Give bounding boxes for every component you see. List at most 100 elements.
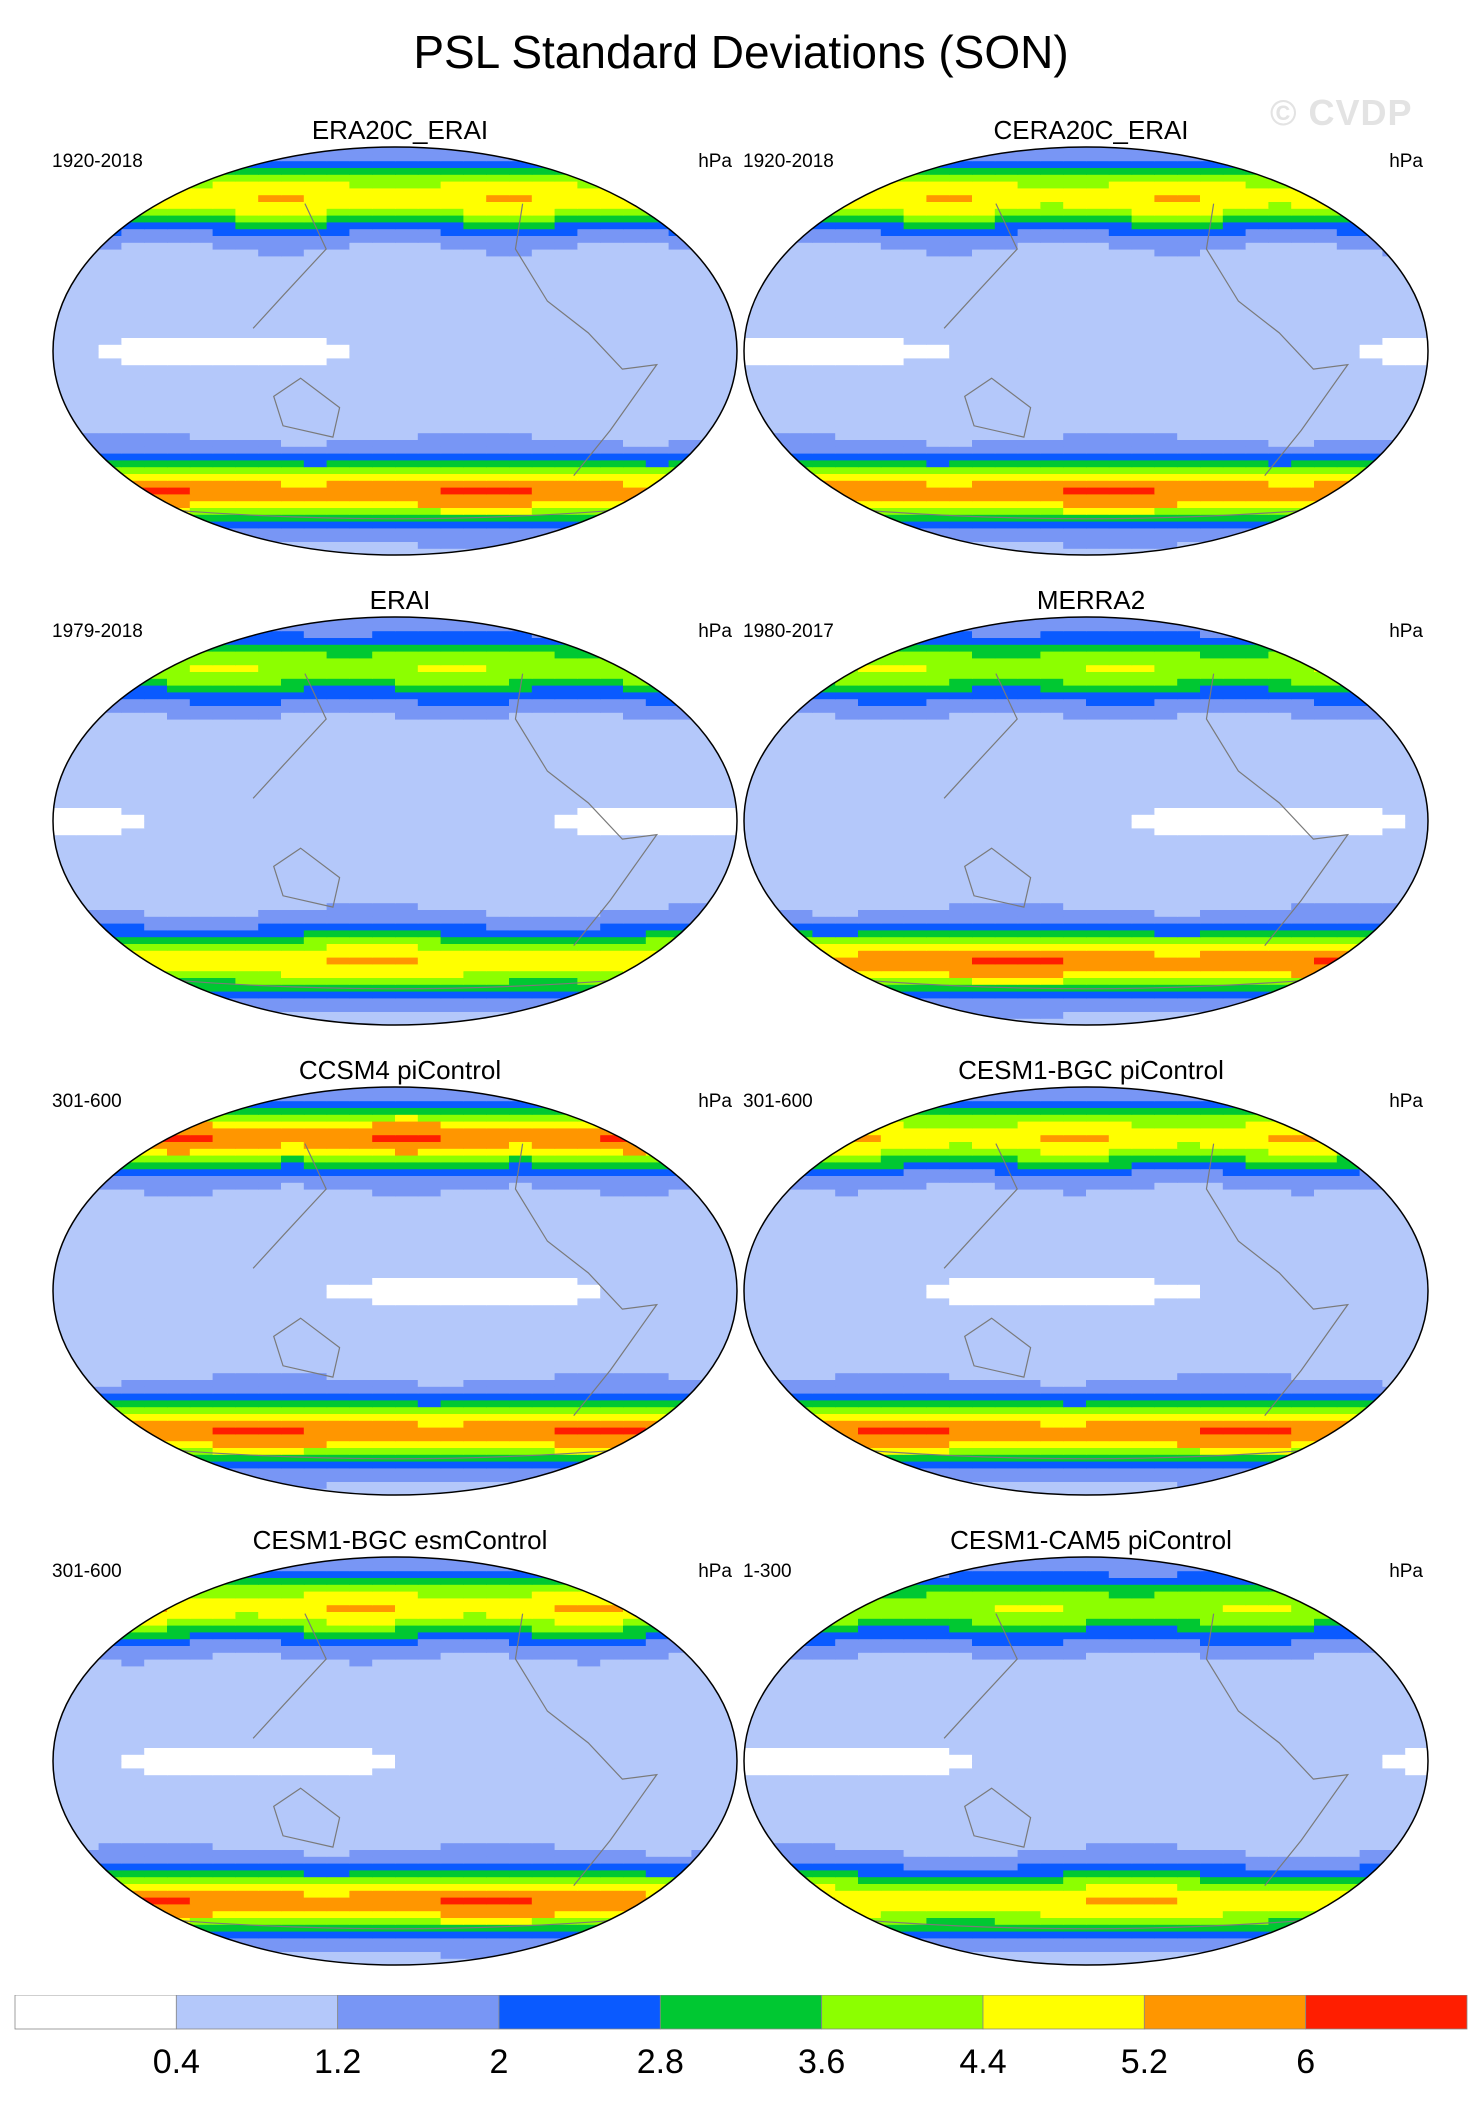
field-cell bbox=[53, 507, 77, 515]
field-cell bbox=[1359, 493, 1383, 502]
field-cell bbox=[926, 310, 950, 318]
field-cell bbox=[372, 541, 396, 549]
field-cell bbox=[1154, 242, 1178, 250]
field-cell bbox=[121, 323, 145, 332]
field-cell bbox=[486, 344, 510, 352]
field-cell bbox=[1245, 378, 1269, 386]
field-cell bbox=[486, 153, 510, 162]
field-cell bbox=[1040, 357, 1064, 366]
field-cell bbox=[372, 514, 396, 522]
field-cell bbox=[486, 766, 510, 774]
field-cell bbox=[1131, 521, 1155, 529]
field-cell bbox=[600, 1004, 624, 1012]
field-cell bbox=[395, 848, 419, 856]
field-cell bbox=[440, 459, 464, 468]
field-cell bbox=[372, 147, 396, 155]
field-cell bbox=[463, 466, 487, 474]
field-cell bbox=[531, 466, 556, 474]
field-cell bbox=[600, 834, 624, 842]
field-cell bbox=[1086, 371, 1110, 379]
field-cell bbox=[714, 534, 737, 542]
field-cell bbox=[167, 943, 191, 951]
field-cell bbox=[440, 787, 464, 795]
field-cell bbox=[531, 378, 556, 386]
field-cell bbox=[1405, 385, 1428, 393]
field-cell bbox=[972, 303, 996, 311]
field-cell bbox=[144, 378, 168, 386]
field-cell bbox=[189, 446, 214, 454]
field-cell bbox=[766, 466, 791, 474]
field-cell bbox=[372, 344, 396, 352]
field-cell bbox=[926, 194, 950, 202]
field-cell bbox=[714, 215, 737, 223]
field-cell bbox=[926, 473, 950, 481]
field-cell bbox=[144, 827, 168, 836]
field-cell bbox=[1086, 439, 1110, 447]
field-cell bbox=[1245, 351, 1269, 359]
field-cell bbox=[531, 303, 556, 311]
field-cell bbox=[509, 821, 533, 829]
field-cell bbox=[668, 759, 692, 768]
field-cell bbox=[714, 1018, 737, 1025]
field-cell bbox=[691, 997, 715, 1006]
field-cell bbox=[554, 255, 578, 264]
field-cell bbox=[668, 909, 692, 917]
field-cell bbox=[258, 255, 282, 264]
field-cell bbox=[167, 262, 191, 270]
field-cell bbox=[577, 153, 601, 162]
field-cell bbox=[1382, 174, 1406, 182]
field-cell bbox=[623, 766, 647, 774]
field-cell bbox=[98, 249, 122, 257]
field-cell bbox=[417, 889, 442, 897]
field-cell bbox=[1291, 364, 1315, 372]
field-cell bbox=[326, 283, 350, 291]
field-cell bbox=[167, 296, 191, 304]
field-cell bbox=[53, 493, 77, 502]
field-cell bbox=[1177, 208, 1201, 216]
field-cell bbox=[554, 323, 578, 332]
field-cell bbox=[167, 466, 191, 474]
field-cell bbox=[994, 351, 1019, 359]
field-cell bbox=[1405, 262, 1428, 270]
field-cell bbox=[417, 984, 442, 992]
field-cell bbox=[1268, 405, 1292, 413]
field-cell bbox=[668, 201, 692, 209]
field-cell bbox=[1268, 391, 1292, 400]
field-cell bbox=[235, 344, 259, 352]
field-cell bbox=[645, 330, 670, 338]
field-cell bbox=[1268, 221, 1292, 230]
field-cell bbox=[167, 984, 191, 992]
field-cell bbox=[668, 916, 692, 924]
field-cell bbox=[600, 821, 624, 829]
field-cell bbox=[167, 500, 191, 508]
field-cell bbox=[349, 970, 373, 978]
field-cell bbox=[1108, 221, 1133, 230]
field-cell bbox=[349, 215, 373, 223]
field-cell bbox=[623, 398, 647, 406]
field-cell bbox=[691, 378, 715, 386]
field-cell bbox=[744, 541, 768, 549]
field-cell bbox=[835, 255, 859, 264]
field-cell bbox=[144, 875, 168, 883]
field-cell bbox=[1131, 330, 1155, 338]
field-cell bbox=[1040, 255, 1064, 264]
field-cell bbox=[349, 746, 373, 754]
field-cell bbox=[281, 548, 305, 555]
field-cell bbox=[1177, 371, 1201, 379]
field-cell bbox=[349, 255, 373, 264]
field-cell bbox=[1200, 337, 1224, 345]
field-cell bbox=[1359, 147, 1383, 155]
field-cell bbox=[121, 882, 145, 890]
field-cell bbox=[880, 480, 905, 488]
field-cell bbox=[167, 855, 191, 863]
field-cell bbox=[121, 936, 145, 944]
field-cell bbox=[417, 473, 442, 481]
field-cell bbox=[1040, 425, 1064, 434]
field-cell bbox=[417, 249, 442, 257]
field-cell bbox=[1086, 283, 1110, 291]
field-cell bbox=[691, 929, 715, 938]
field-cell bbox=[53, 541, 77, 549]
field-cell bbox=[1314, 249, 1338, 257]
field-cell bbox=[417, 351, 442, 359]
field-cell bbox=[486, 855, 510, 863]
